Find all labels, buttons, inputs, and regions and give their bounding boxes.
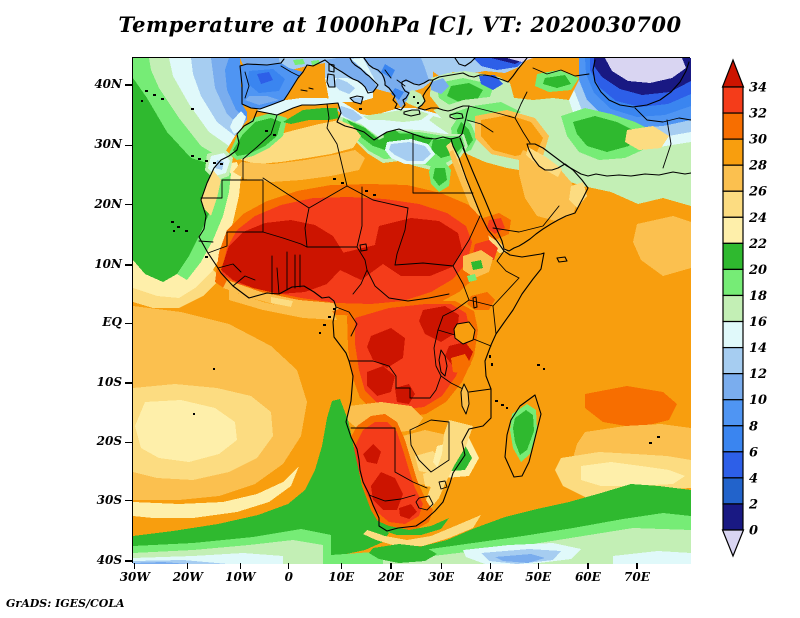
colorbar-label: 14 xyxy=(749,341,767,356)
lat-tick-label: 30S xyxy=(96,492,122,507)
lon-tick-mark xyxy=(187,563,189,569)
lat-tick-mark xyxy=(125,204,132,206)
credit-text: GrADS: IGES/COLA xyxy=(6,597,125,610)
lat-tick-label: 40S xyxy=(96,552,122,567)
lon-tick-mark xyxy=(340,563,342,569)
temperature-map xyxy=(133,58,691,564)
colorbar-segment xyxy=(722,86,744,114)
lat-tick-mark xyxy=(125,500,132,502)
coastlines xyxy=(198,58,691,532)
colorbar-segment xyxy=(722,477,744,505)
colorbar-segment xyxy=(722,112,744,140)
colorbar-arrow-top xyxy=(721,58,745,88)
lon-tick-mark xyxy=(134,563,136,569)
lon-tick-mark xyxy=(537,563,539,569)
lon-tick-mark xyxy=(489,563,491,569)
lon-tick-label: 30E xyxy=(428,570,455,584)
colorbar-label: 22 xyxy=(748,237,767,252)
lon-tick-mark xyxy=(288,563,290,569)
lat-tick-mark xyxy=(125,441,132,443)
colorbar-segment xyxy=(722,216,744,244)
lon-tick-label: 10E xyxy=(328,570,355,584)
lon-tick-label: 20E xyxy=(377,570,404,584)
lon-tick-mark xyxy=(636,563,638,569)
colorbar-segment xyxy=(722,242,744,271)
colorbar-label: 2 xyxy=(748,497,758,512)
lon-tick-label: 30W xyxy=(119,570,150,584)
lat-tick-label: 20S xyxy=(96,434,122,449)
colorbar-label: 28 xyxy=(748,159,767,174)
colorbar-segment xyxy=(722,294,744,323)
colorbar-label: 30 xyxy=(749,133,767,148)
colorbar-label: 26 xyxy=(748,185,767,200)
colorbar-segment xyxy=(722,399,744,427)
lat-tick-mark xyxy=(125,560,132,562)
lat-tick-mark xyxy=(125,264,132,266)
lon-tick-mark xyxy=(390,563,392,569)
lat-tick-label: 20N xyxy=(94,196,122,211)
lon-tick-label: 0 xyxy=(284,570,293,584)
colorbar-label: 4 xyxy=(749,471,758,486)
lat-tick-label: 10S xyxy=(96,374,122,389)
map-frame xyxy=(132,57,691,564)
colorbar-segment xyxy=(722,320,744,349)
lon-tick-mark xyxy=(587,563,589,569)
colorbar-label: 20 xyxy=(748,263,767,278)
colorbar-label: 0 xyxy=(749,524,758,539)
colorbar-label: 18 xyxy=(749,289,767,304)
colorbar-segment xyxy=(722,503,744,531)
colorbar-segment xyxy=(722,268,744,297)
plot-title: Temperature at 1000hPa [C], VT: 20200307… xyxy=(118,12,682,37)
colorbar-segment xyxy=(722,425,744,453)
lat-tick-mark xyxy=(125,322,132,324)
colorbar-label: 8 xyxy=(749,419,758,434)
lon-tick-label: 50E xyxy=(525,570,552,584)
colorbar-segment xyxy=(722,346,744,375)
lat-tick-label: 40N xyxy=(94,76,122,91)
islands-and-specks xyxy=(141,90,660,444)
lon-tick-label: 40E xyxy=(477,570,504,584)
lat-tick-mark xyxy=(125,144,132,146)
colorbar-label: 24 xyxy=(748,211,767,226)
colorbar-label: 6 xyxy=(749,445,758,460)
lon-tick-label: 60E xyxy=(574,570,601,584)
lat-tick-mark xyxy=(125,84,132,86)
lat-tick-label: EQ xyxy=(102,315,122,330)
colorbar-arrow-bottom xyxy=(721,529,745,558)
lat-tick-mark xyxy=(125,382,132,384)
colorbar-label: 16 xyxy=(749,315,767,330)
colorbar-label: 12 xyxy=(749,367,767,382)
lat-tick-label: 10N xyxy=(94,256,122,271)
colorbar-label: 32 xyxy=(749,107,767,122)
country-borders xyxy=(198,65,691,511)
colorbar-segment xyxy=(722,190,744,218)
colorbar-segment xyxy=(722,373,744,401)
lon-tick-mark xyxy=(440,563,442,569)
colorbar-segment xyxy=(722,164,744,192)
lon-tick-label: 70E xyxy=(624,570,650,584)
lon-tick-mark xyxy=(239,563,241,569)
colorbar-segment xyxy=(722,138,744,166)
lakes xyxy=(359,243,478,415)
lon-tick-label: 10W xyxy=(225,570,256,584)
colorbar-label: 34 xyxy=(749,81,767,96)
lon-tick-label: 20W xyxy=(172,570,203,584)
colorbar-label: 10 xyxy=(749,393,767,408)
colorbar-segment xyxy=(722,451,744,479)
lat-tick-label: 30N xyxy=(94,137,122,152)
